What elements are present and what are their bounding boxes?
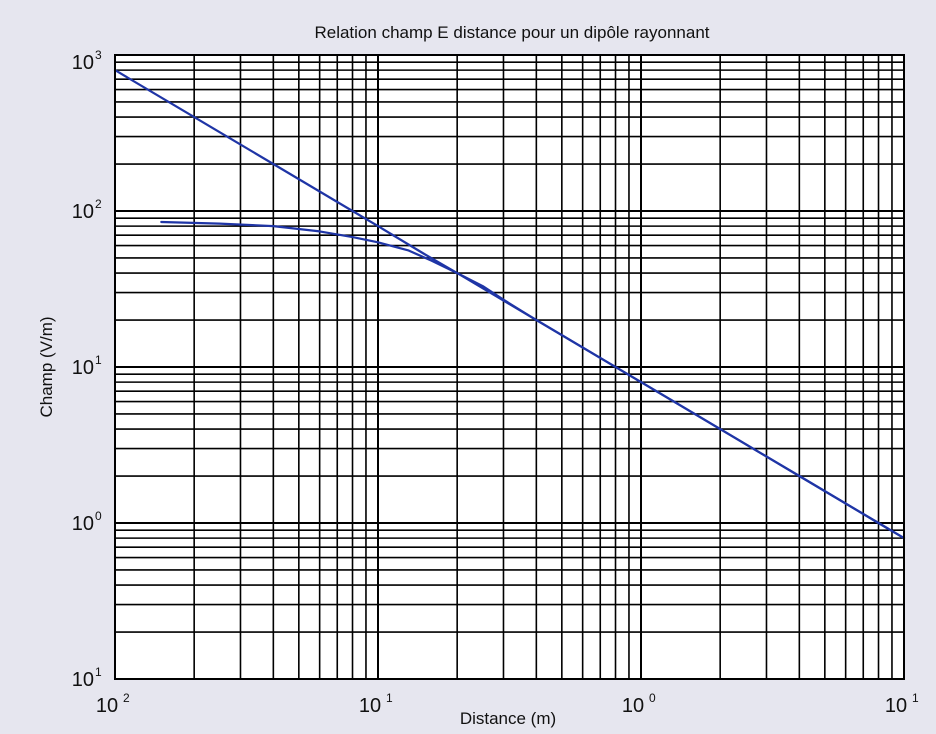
y-tick-label: 10 <box>72 513 94 535</box>
x-tick-labels: 10 2 10 1 10 0 10 1 <box>96 691 919 717</box>
y-axis-label: Champ (V/m) <box>37 316 56 417</box>
plot-frame <box>114 54 905 680</box>
y-tick-exponent: 0 <box>95 509 102 523</box>
y-tick-label: 10 <box>72 357 94 379</box>
grid <box>115 55 904 679</box>
x-tick-label: 10 <box>622 695 644 717</box>
x-tick-label: 10 <box>96 695 118 717</box>
x-tick-exponent: 1 <box>386 691 393 705</box>
y-tick-label: 10 <box>72 201 94 223</box>
y-tick-labels: 10 310 210 110 010 1 <box>72 48 102 691</box>
x-tick-exponent: 1 <box>912 691 919 705</box>
y-tick-exponent: 1 <box>95 353 102 367</box>
y-tick-exponent: 2 <box>95 197 102 211</box>
series-line-2 <box>160 220 906 540</box>
y-tick-label: 10 <box>72 669 94 691</box>
x-tick-label: 10 <box>359 695 381 717</box>
y-tick-exponent: 1 <box>95 665 102 679</box>
chart-title: Relation champ E distance pour un dipôle… <box>314 23 709 42</box>
x-tick-label: 10 <box>885 695 907 717</box>
series-layer <box>113 69 906 540</box>
x-axis-label: Distance (m) <box>460 709 556 728</box>
y-tick-exponent: 3 <box>95 48 102 62</box>
y-tick-label: 10 <box>72 52 94 74</box>
x-tick-exponent: 2 <box>123 691 130 705</box>
x-tick-exponent: 0 <box>649 691 656 705</box>
